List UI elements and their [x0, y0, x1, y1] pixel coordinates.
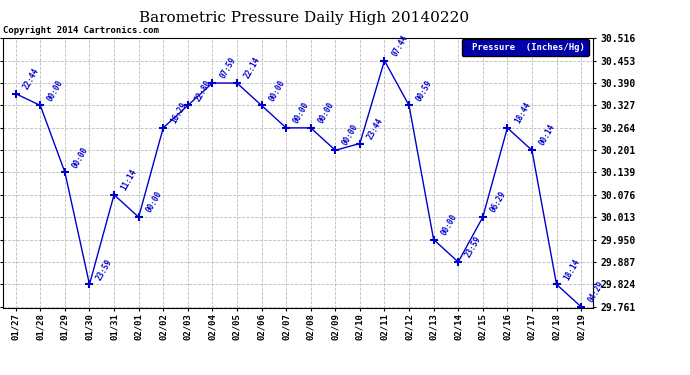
- Text: 22:44: 22:44: [21, 66, 41, 91]
- Text: Barometric Pressure Daily High 20140220: Barometric Pressure Daily High 20140220: [139, 11, 469, 25]
- Text: 07:44: 07:44: [390, 33, 409, 58]
- Text: 22:80: 22:80: [193, 78, 213, 103]
- Text: 00:59: 00:59: [415, 78, 434, 103]
- Text: Copyright 2014 Cartronics.com: Copyright 2014 Cartronics.com: [3, 26, 159, 35]
- Text: 18:44: 18:44: [513, 100, 532, 125]
- Text: 00:00: 00:00: [70, 145, 90, 170]
- Text: 23:44: 23:44: [366, 116, 385, 141]
- Text: 18:14: 18:14: [562, 257, 582, 282]
- Legend: Pressure  (Inches/Hg): Pressure (Inches/Hg): [462, 39, 589, 56]
- Text: 00:00: 00:00: [144, 190, 164, 214]
- Text: 00:00: 00:00: [341, 123, 360, 147]
- Text: 22:14: 22:14: [242, 56, 262, 80]
- Text: 07:59: 07:59: [218, 56, 237, 80]
- Text: 00:00: 00:00: [292, 100, 311, 125]
- Text: 23:59: 23:59: [464, 235, 483, 259]
- Text: 06:29: 06:29: [489, 190, 508, 214]
- Text: 04:29: 04:29: [586, 279, 606, 304]
- Text: 00:14: 00:14: [538, 123, 557, 147]
- Text: 11:14: 11:14: [119, 167, 139, 192]
- Text: 00:00: 00:00: [46, 78, 66, 103]
- Text: 00:00: 00:00: [439, 212, 459, 237]
- Text: 00:00: 00:00: [316, 100, 335, 125]
- Text: 00:00: 00:00: [267, 78, 286, 103]
- Text: 23:59: 23:59: [95, 257, 115, 282]
- Text: 16:29: 16:29: [169, 100, 188, 125]
